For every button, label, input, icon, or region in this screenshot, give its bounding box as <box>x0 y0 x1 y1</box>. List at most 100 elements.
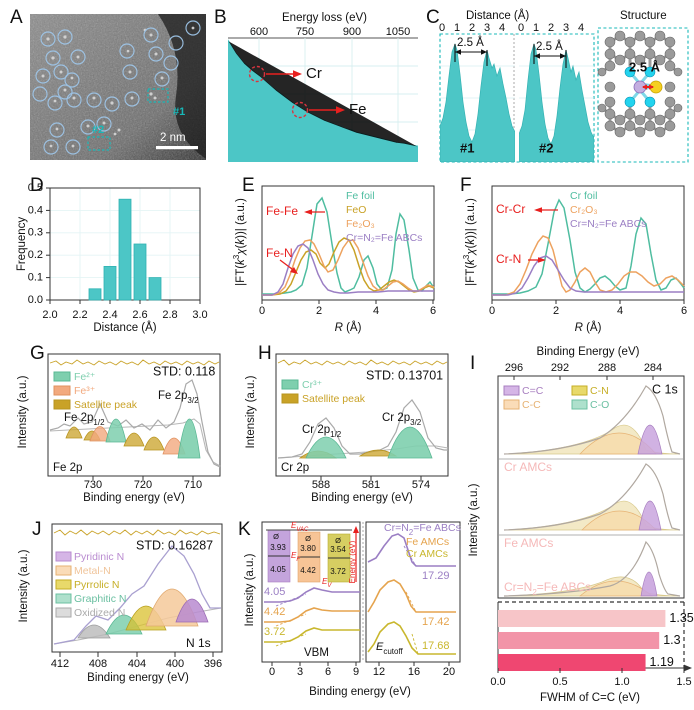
panel-label-j: J <box>32 519 42 540</box>
roi-label-2: #2 <box>92 124 104 136</box>
histogram-bar <box>103 266 117 301</box>
panel-b-xtick-3: 1050 <box>386 26 410 38</box>
panel-g-std: STD: 0.118 <box>153 364 215 378</box>
panel-i-legend: C=C C-C C-N C-O <box>503 385 609 411</box>
panel-e: |FT(k3χ(k))| (a.u.) R (Å) 0 2 4 6 Fe foi… <box>228 176 440 334</box>
panel-k-vbm-value-0: 4.05 <box>264 586 285 598</box>
fwhm-value: 1.3 <box>663 633 680 647</box>
panel-i-xtick-2: 288 <box>598 362 616 374</box>
roi-box-1 <box>147 88 169 103</box>
panel-j-legend-3: Graphitic N <box>74 593 127 605</box>
roi-box-2 <box>87 136 111 151</box>
panel-j-xtick-3: 400 <box>166 658 184 670</box>
panel-i-xtick-1: 292 <box>551 362 569 374</box>
panel-k-xtick-1: 3 <box>297 666 303 678</box>
panel-k-ef-label: EF <box>291 551 300 562</box>
panel-f-xtick-3: 6 <box>681 305 687 317</box>
panel-k-cutoff-value-2: 17.68 <box>422 640 450 652</box>
panel-k-evac-label: EVAC <box>291 521 309 532</box>
panel-g-background <box>49 418 221 467</box>
panel-h-peak2: Cr 2p3/2 <box>382 412 422 427</box>
panel-g: Intensity (a.u.) Binding energy (eV) 730… <box>8 344 226 506</box>
panel-j-legend-0: Pyridinic N <box>74 551 124 563</box>
panel-g-corner: Fe 2p <box>53 462 82 474</box>
panel-i-legend-3: C-O <box>590 399 609 411</box>
panel-i-spectrum-3 <box>503 540 681 597</box>
panel-label-b: B <box>214 7 227 28</box>
panel-f-ylabel: |FT(k3χ(k))| (a.u.) <box>462 198 477 286</box>
panel-d: Frequency Distance (Å) 2.0 2.2 2.4 2.6 2.8 3.… <box>8 175 214 334</box>
panel-b-xtick-2: 900 <box>343 26 361 38</box>
panel-e-legend-2: Fe₂O₃ <box>346 218 375 230</box>
panel-k-xtick-4: 12 <box>373 666 385 678</box>
panel-k-vbm-value-1: 4.42 <box>264 606 285 618</box>
panel-h-xtick-1: 581 <box>362 479 380 491</box>
panel-i-legend-2: C-N <box>590 385 609 397</box>
panel-b-xtick-1: 750 <box>296 26 314 38</box>
panel-e-series-fe2o3 <box>262 239 435 296</box>
panel-f-series-cr2o3 <box>492 235 685 296</box>
panel-g-xlabel: Binding energy (eV) <box>83 492 185 504</box>
structure-model: 2.5 Å <box>597 30 683 138</box>
panel-b-marker-fe <box>291 101 309 119</box>
panel-k-ylabel: Intensity (a.u.) <box>244 553 256 626</box>
panel-c-dist-1: 2.5 Å <box>457 36 484 49</box>
histogram-bar <box>88 288 102 301</box>
panel-c-name-2: #2 <box>539 140 553 155</box>
panel-i-fwhm-bars: 1.35 1.3 1.19 <box>498 610 694 671</box>
panel-c-p1-tick-2: 2 <box>469 22 475 34</box>
panel-h-xlabel: Binding energy (eV) <box>311 492 413 504</box>
panel-i-ylabel: Intensity (a.u.) <box>468 483 480 556</box>
panel-k-wf-2: 3.54 <box>330 545 346 554</box>
panel-b-annotation-fe: Fe <box>349 101 367 118</box>
panel-e-series-fe-foil <box>262 196 435 295</box>
scale-bar-label: 2 nm <box>160 132 186 144</box>
panel-b-xtick-0: 600 <box>250 26 268 38</box>
panel-c: Distance (Å) Structure 0 1 2 3 4 0 1 2 3… <box>424 6 690 168</box>
panel-label-i: I <box>470 353 476 374</box>
fwhm-value: 1.19 <box>650 655 674 669</box>
panel-f-legend-1: Cr₂O₃ <box>570 204 598 216</box>
svg-text:0.0: 0.0 <box>28 294 43 306</box>
panel-f-series-abcs <box>492 255 684 296</box>
panel-d-ylabel: Frequency <box>16 217 28 272</box>
svg-text:0.1: 0.1 <box>28 272 43 284</box>
panel-f-xlabel: R (Å) <box>575 321 602 334</box>
panel-f-legend: Cr foil Cr₂O₃ Cr=N₂=Fe ABCs <box>570 190 646 230</box>
panel-d-bars <box>88 198 162 301</box>
panel-f-annotation-crn: Cr-N <box>496 252 521 266</box>
panel-k-vbm-cr <box>264 627 360 643</box>
panel-e-legend-0: Fe foil <box>346 190 375 202</box>
panel-j: Intensity (a.u.) Binding energy (eV) 412… <box>8 516 230 696</box>
panel-j-corner: N 1s <box>186 636 211 650</box>
panel-c-structure-title: Structure <box>620 10 667 22</box>
fwhm-bar <box>498 654 646 671</box>
panel-b: Energy loss (eV) 600 750 900 1050 Cr Fe <box>212 6 422 166</box>
panel-label-d: D <box>30 175 44 196</box>
panel-k-xlabel: Binding energy (eV) <box>309 686 411 698</box>
atom-circle <box>32 20 201 155</box>
panel-e-ylabel: |FT(k3χ(k))| (a.u.) <box>232 198 247 286</box>
panel-k-series-0: Cr=N2=Fe ABCs <box>384 522 461 537</box>
svg-text:2.4: 2.4 <box>102 309 117 321</box>
panel-b-annotation-cr: Cr <box>306 65 322 82</box>
panel-c-profile-2 <box>519 42 594 162</box>
panel-k-phi-1: Ø <box>305 534 311 543</box>
svg-text:2.2: 2.2 <box>72 309 87 321</box>
panel-b-xlabel: Energy loss (eV) <box>282 12 367 24</box>
panel-i-bar-xtick-1: 0.5 <box>552 676 567 688</box>
panel-e-legend: Fe foil FeO Fe₂O₃ Cr=N₂=Fe ABCs <box>346 190 422 244</box>
panel-i-xtick-0: 296 <box>505 362 523 374</box>
panel-c-profile-1 <box>440 42 515 162</box>
panel-i-row-label-0: Cr AMCs <box>504 460 552 474</box>
panel-k-ev-label: EV <box>322 577 332 588</box>
panel-label-k: K <box>238 519 251 540</box>
panel-label-f: F <box>460 175 472 196</box>
panel-g-legend-0: Fe²⁺ <box>74 371 96 383</box>
panel-i-title: C 1s <box>652 382 678 396</box>
panel-k-vbm-abcs <box>264 587 360 603</box>
panel-h-xtick-0: 588 <box>312 479 330 491</box>
panel-h-xtick-2: 574 <box>412 479 430 491</box>
panel-j-xtick-4: 396 <box>204 658 222 670</box>
panel-e-series-abcs <box>262 243 434 296</box>
